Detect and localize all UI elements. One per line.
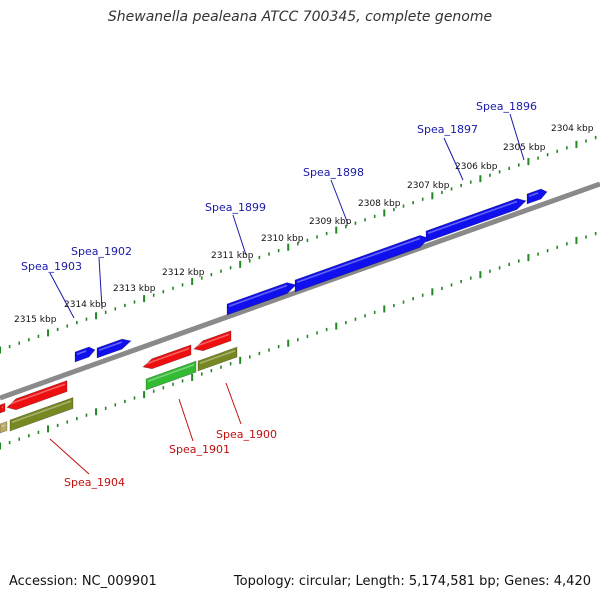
gene-body: [193, 330, 232, 352]
ruler-labels: 2304 kbp 2305 kbp 2306 kbp 2307 kbp 2308 kbp…: [14, 124, 594, 325]
leader-line: [443, 137, 464, 181]
feature-olive-1900: [197, 346, 238, 372]
gene-highlight: [296, 237, 421, 283]
gene-highlight: [199, 349, 236, 364]
leader-line: [509, 113, 525, 161]
gene-body: [74, 346, 96, 363]
inner-ruler: [0, 231, 597, 450]
feature-green-1901: [145, 360, 197, 391]
gene-body: [9, 397, 74, 432]
ruler-label: 2311 kbp: [211, 251, 254, 261]
gene-body: [526, 188, 548, 205]
map-title: Shewanella pealeana ATCC 700345, complet…: [107, 9, 493, 25]
outer-ruler: [0, 135, 597, 354]
gene-spea-1904: [6, 380, 68, 411]
gene-label-spea-1899: Spea_1899: [205, 201, 266, 214]
gene-highlight: [11, 400, 72, 423]
ruler-label: 2305 kbp: [503, 143, 546, 153]
gene-highlight: [228, 284, 288, 307]
gene-label-spea-1901: Spea_1901: [169, 443, 230, 456]
accession-text: Accession: NC_009901: [9, 574, 157, 589]
feature-tan-left: [0, 421, 8, 434]
gene-body: [226, 282, 297, 316]
feature-track: [0, 188, 548, 434]
genome-summary-text: Topology: circular; Length: 5,174,581 bp…: [233, 574, 591, 589]
feature-olive-1904: [9, 397, 74, 432]
gene-spea-1903: [74, 346, 96, 363]
gene-label-spea-1903: Spea_1903: [21, 260, 82, 273]
gene-spea-1897: [425, 198, 527, 243]
gene-highlight: [76, 350, 87, 355]
gene-body: [197, 346, 238, 372]
gene-highlight: [1, 424, 6, 427]
gene-partial-left: [0, 402, 6, 414]
leader-line: [98, 257, 103, 309]
ruler-label: 2306 kbp: [455, 162, 498, 172]
ruler-label: 2304 kbp: [551, 124, 594, 134]
ruler-label: 2314 kbp: [64, 300, 107, 310]
gene-body: [145, 360, 197, 391]
gene-highlight: [8, 383, 66, 405]
ruler-label: 2309 kbp: [309, 217, 352, 227]
gene-spea-1896: [526, 188, 548, 205]
gene-highlight: [195, 333, 230, 347]
ruler-label: 2315 kbp: [14, 315, 57, 325]
gene-body: [0, 402, 6, 414]
gene-highlight: [98, 341, 123, 351]
leader-line: [49, 272, 75, 319]
gene-label-spea-1897: Spea_1897: [417, 123, 478, 136]
leader-line: [330, 179, 349, 225]
gene-label-spea-1904: Spea_1904: [64, 476, 125, 489]
ruler-label: 2313 kbp: [113, 284, 156, 294]
ruler-label: 2310 kbp: [261, 234, 304, 244]
ruler-label: 2308 kbp: [358, 199, 401, 209]
gene-body: [6, 380, 68, 411]
gene-highlight: [147, 364, 195, 382]
gene-spea-1899: [226, 282, 297, 316]
ruler-label: 2312 kbp: [162, 268, 205, 278]
gene-highlight: [528, 192, 539, 197]
gene-spea-1902: [96, 338, 132, 359]
leader-line: [49, 438, 90, 475]
gene-body: [425, 198, 527, 243]
leader-line: [232, 214, 247, 256]
gene-label-spea-1900: Spea_1900: [216, 428, 277, 441]
gene-highlight: [144, 347, 190, 365]
gene-body: [294, 235, 430, 293]
gene-label-spea-1902: Spea_1902: [71, 245, 132, 258]
gene-label-spea-1898: Spea_1898: [303, 166, 364, 179]
leader-line: [178, 398, 194, 442]
gene-spea-1901: [142, 344, 192, 370]
gene-body: [142, 344, 192, 370]
gene-label-spea-1896: Spea_1896: [476, 100, 537, 113]
gene-labels: Spea_1896 Spea_1897 Spea_1898 Spea_1899 Spea…: [21, 100, 537, 489]
leader-line: [225, 382, 242, 425]
genome-backbone: [0, 181, 600, 401]
label-leaders: [49, 113, 525, 475]
gene-body: [0, 421, 8, 434]
gene-spea-1898: [294, 235, 430, 293]
gene-body: [96, 338, 132, 359]
ruler-label: 2307 kbp: [407, 181, 450, 191]
gene-spea-1900: [193, 330, 232, 352]
gene-highlight: [427, 200, 518, 234]
